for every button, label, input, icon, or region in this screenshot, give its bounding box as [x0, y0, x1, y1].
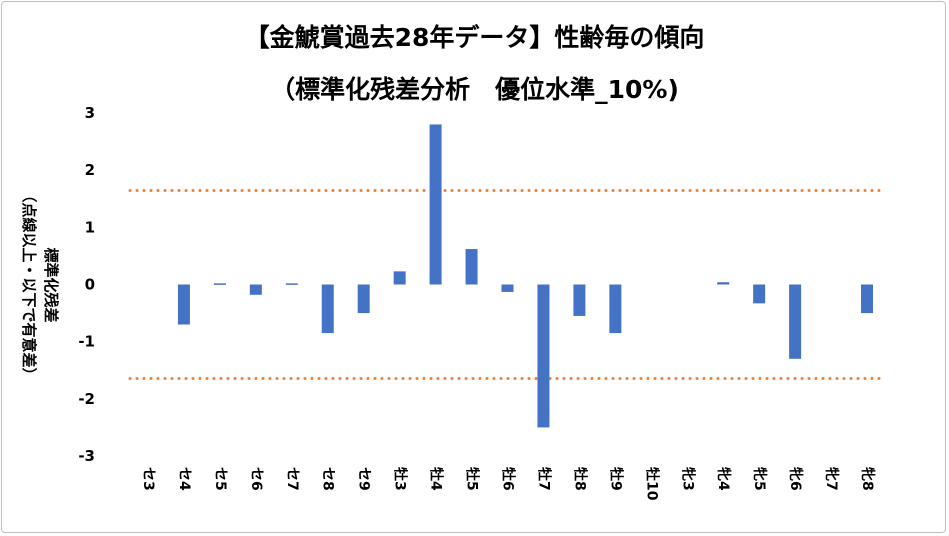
bar [609, 284, 622, 334]
bar [177, 284, 190, 325]
x-tick-label: 牡6 [500, 467, 517, 491]
x-tick-label: セ9 [356, 467, 372, 491]
y-tick-label: -1 [78, 333, 95, 351]
bar [537, 284, 550, 428]
bar [357, 284, 370, 314]
x-tick-label: 牝5 [751, 467, 768, 491]
bar [861, 284, 874, 314]
bar [393, 271, 406, 285]
bar [465, 249, 478, 285]
x-tick-label: セ7 [284, 467, 300, 491]
x-tick-label: 牝8 [859, 467, 876, 491]
x-tick-label: セ8 [320, 467, 336, 491]
bar [285, 283, 298, 285]
bar [753, 284, 766, 304]
y-tick-label: 1 [85, 218, 95, 236]
x-tick-label: セ3 [140, 467, 156, 491]
x-tick-label: 牡9 [607, 467, 624, 491]
x-tick-label: 牝3 [679, 467, 696, 491]
bar [249, 284, 262, 295]
bar [321, 284, 334, 334]
x-tick-label: 牡7 [535, 467, 552, 491]
y-tick-label: -3 [78, 447, 95, 465]
chart-subtitle: （標準化残差分析 優位水準_10%) [270, 75, 679, 104]
bar [573, 284, 586, 316]
x-tick-label: セ4 [176, 467, 192, 491]
x-tick-label: 牡8 [571, 467, 588, 491]
bar [789, 284, 802, 359]
y-tick-label: 3 [85, 104, 95, 122]
chart-title: 【金鯱賞過去28年データ】性齢毎の傾向 [244, 23, 705, 52]
y-tick-label: -2 [78, 390, 95, 408]
y-tick-label: 2 [85, 161, 95, 179]
x-tick-label: 牝7 [823, 467, 840, 491]
x-tick-label: 牡5 [464, 467, 481, 491]
x-tick-label: セ6 [248, 467, 264, 491]
x-tick-label: 牝4 [715, 467, 732, 491]
bar [429, 124, 442, 285]
x-tick-label: 牝6 [787, 467, 804, 491]
x-tick-label: 牡4 [428, 467, 445, 491]
x-tick-label: セ5 [212, 467, 228, 491]
y-tick-label: 0 [85, 276, 95, 294]
bar [501, 284, 514, 292]
x-tick-label: 牡3 [392, 467, 409, 491]
bar [717, 282, 730, 285]
x-tick-label: 牡10 [643, 467, 660, 501]
bar [213, 283, 226, 285]
